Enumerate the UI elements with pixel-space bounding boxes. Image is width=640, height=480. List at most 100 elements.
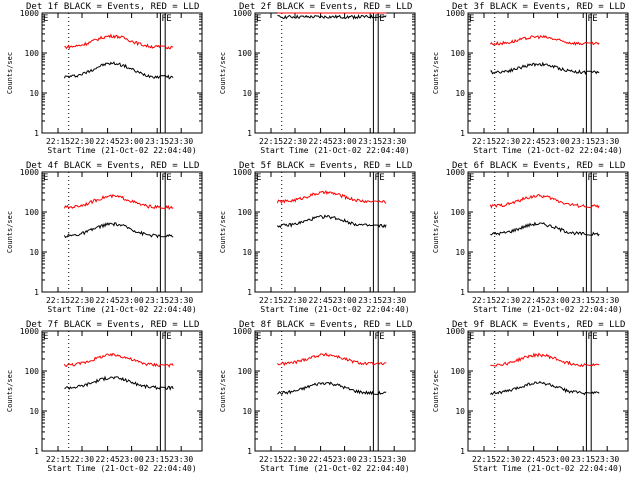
- x-axis-label: Start Time (21-Oct-02 22:04:40): [473, 305, 622, 314]
- x-tick-label: 23:30: [382, 137, 406, 146]
- x-tick-label: 22:15: [259, 296, 283, 305]
- flag-label: F: [161, 173, 166, 183]
- series-line: [64, 375, 174, 391]
- y-tick-label: 10: [29, 248, 39, 257]
- x-tick-label: 23:15: [571, 296, 595, 305]
- series-line: [64, 33, 174, 50]
- y-tick-label: 100: [25, 208, 40, 217]
- y-tick-label: 10: [242, 248, 252, 257]
- series-line: [277, 352, 387, 367]
- x-tick-label: 22:15: [259, 137, 283, 146]
- series-line: [277, 214, 387, 229]
- edge-flag-label: E: [43, 14, 48, 24]
- y-tick-label: 1: [247, 129, 252, 138]
- y-tick-label: 1000: [20, 168, 39, 177]
- x-tick-label: 22:30: [283, 137, 307, 146]
- y-tick-label: 1000: [233, 9, 252, 18]
- x-tick-label: 23:15: [358, 137, 382, 146]
- flag-label: E: [592, 332, 597, 342]
- x-tick-label: 23:30: [169, 455, 193, 464]
- x-tick-label: 22:45: [522, 455, 546, 464]
- series-line: [489, 193, 600, 209]
- x-tick-label: 23:15: [145, 455, 169, 464]
- plot-frame: [41, 330, 203, 452]
- x-tick-label: 23:00: [333, 455, 357, 464]
- series-line: [63, 193, 174, 211]
- x-tick-label: 22:15: [46, 137, 70, 146]
- detector-panel: Det 5f BLACK = Events, RED = LLD 1 10 100 10…: [219, 161, 416, 314]
- y-tick-label: 1000: [20, 9, 39, 18]
- plot-frame: [467, 12, 629, 134]
- y-tick-label: 100: [238, 208, 253, 217]
- y-tick-label: 1: [34, 447, 39, 456]
- panel-title: Det 7f BLACK = Events, RED = LLD: [26, 320, 199, 330]
- flag-label: F: [374, 173, 379, 183]
- x-tick-label: 23:30: [169, 296, 193, 305]
- x-tick-label: 22:15: [472, 455, 496, 464]
- panel-title: Det 9f BLACK = Events, RED = LLD: [452, 320, 625, 330]
- series-line: [277, 14, 387, 20]
- flag-label: F: [161, 332, 166, 342]
- flag-label: E: [166, 332, 171, 342]
- edge-flag-label: E: [469, 14, 474, 24]
- series-line: [276, 190, 387, 205]
- x-tick-label: 23:00: [546, 296, 570, 305]
- x-tick-label: 23:30: [595, 455, 619, 464]
- panel-title: Det 3f BLACK = Events, RED = LLD: [452, 2, 625, 12]
- edge-flag-label: E: [256, 173, 261, 183]
- x-tick-label: 23:00: [333, 137, 357, 146]
- x-axis-label: Start Time (21-Oct-02 22:04:40): [47, 305, 196, 314]
- y-tick-label: 1: [247, 288, 252, 297]
- y-tick-label: 1: [34, 288, 39, 297]
- x-tick-label: 23:15: [358, 296, 382, 305]
- x-tick-label: 22:15: [472, 296, 496, 305]
- detector-panel: Det 9f BLACK = Events, RED = LLD 1 10 100 10…: [432, 320, 629, 473]
- panel-title: Det 4f BLACK = Events, RED = LLD: [26, 161, 199, 171]
- x-tick-label: 22:30: [70, 296, 94, 305]
- x-tick-label: 22:45: [309, 137, 333, 146]
- x-tick-label: 23:30: [595, 296, 619, 305]
- y-tick-label: 1000: [233, 168, 252, 177]
- flag-label: F: [587, 173, 592, 183]
- y-axis-label: Counts/sec: [432, 370, 440, 412]
- x-tick-label: 22:30: [70, 455, 94, 464]
- y-axis-label: Counts/sec: [219, 52, 227, 94]
- flag-label: E: [379, 173, 384, 183]
- y-tick-label: 1000: [446, 327, 465, 336]
- flag-label: E: [166, 14, 171, 24]
- x-axis-label: Start Time (21-Oct-02 22:04:40): [47, 146, 196, 155]
- detector-panel: Det 2f BLACK = Events, RED = LLD 1 10 100 10…: [219, 2, 416, 155]
- x-tick-label: 23:00: [333, 296, 357, 305]
- x-axis-label: Start Time (21-Oct-02 22:04:40): [260, 464, 409, 473]
- y-tick-label: 1: [247, 447, 252, 456]
- y-tick-label: 1000: [446, 168, 465, 177]
- plot-frame: [254, 330, 416, 452]
- x-tick-label: 23:00: [546, 137, 570, 146]
- x-tick-label: 23:15: [571, 455, 595, 464]
- y-tick-label: 1: [34, 129, 39, 138]
- x-tick-label: 23:15: [358, 455, 382, 464]
- panel-title: Det 6f BLACK = Events, RED = LLD: [452, 161, 625, 171]
- y-tick-label: 1000: [20, 327, 39, 336]
- y-tick-label: 1: [460, 447, 465, 456]
- x-tick-label: 22:45: [96, 296, 120, 305]
- x-tick-label: 22:30: [283, 296, 307, 305]
- y-tick-label: 100: [238, 49, 253, 58]
- y-axis-label: Counts/sec: [6, 52, 14, 94]
- x-axis-label: Start Time (21-Oct-02 22:04:40): [260, 305, 409, 314]
- flag-label: F: [587, 14, 592, 24]
- y-axis-label: Counts/sec: [6, 370, 14, 412]
- series-line: [489, 34, 600, 46]
- y-tick-label: 100: [451, 49, 466, 58]
- series-line: [489, 380, 600, 396]
- x-tick-label: 23:00: [120, 455, 144, 464]
- plot-frame: [41, 171, 203, 293]
- detector-panel: Det 1f BLACK = Events, RED = LLD 1 10 100 10…: [6, 2, 203, 155]
- flag-label: F: [587, 332, 592, 342]
- y-tick-label: 100: [451, 208, 466, 217]
- y-tick-label: 10: [242, 89, 252, 98]
- y-tick-label: 10: [455, 407, 465, 416]
- y-tick-label: 1: [460, 288, 465, 297]
- flag-label: E: [379, 14, 384, 24]
